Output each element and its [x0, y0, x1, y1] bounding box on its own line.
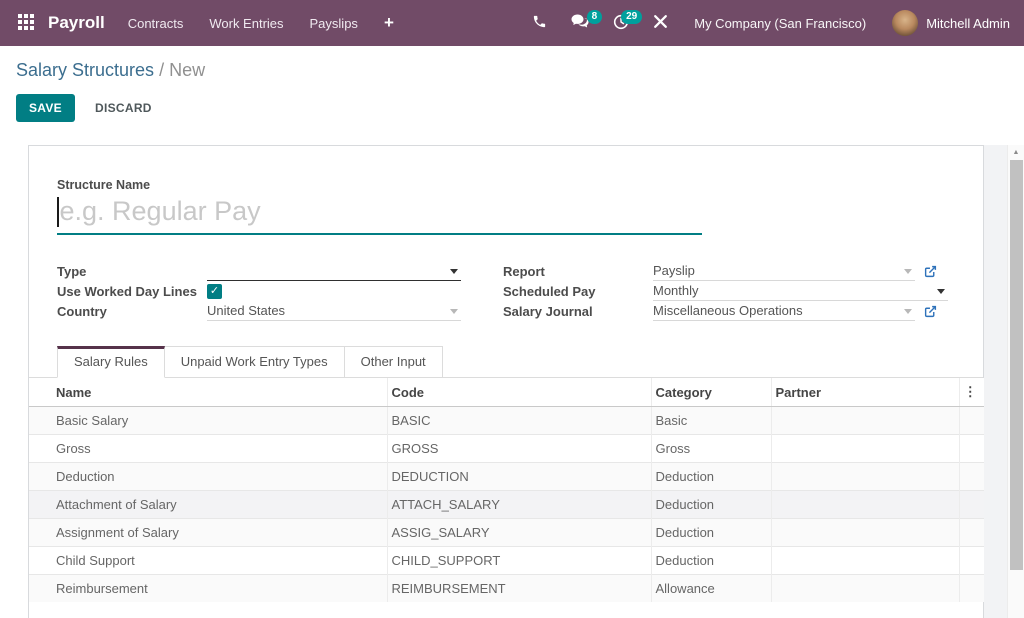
- vertical-scrollbar[interactable]: ▲: [1007, 145, 1024, 618]
- company-switcher[interactable]: My Company (San Francisco): [694, 15, 867, 31]
- scheduled-pay-select[interactable]: Monthly: [653, 281, 948, 301]
- type-select[interactable]: [207, 261, 461, 281]
- scheduled-pay-label: Scheduled Pay: [503, 283, 596, 299]
- column-header-partner[interactable]: Partner: [771, 378, 960, 407]
- salary-journal-field[interactable]: Miscellaneous Operations: [653, 301, 915, 321]
- plus-icon[interactable]: +: [383, 13, 394, 32]
- check-icon: ✓: [209, 284, 220, 297]
- save-button[interactable]: SAVE: [16, 94, 75, 122]
- chevron-down-icon: [904, 269, 912, 274]
- breadcrumb-parent-link[interactable]: Salary Structures: [16, 60, 155, 80]
- notebook-tabs: Salary Rules Unpaid Work Entry Types Oth…: [29, 345, 983, 378]
- report-label: Report: [503, 263, 545, 279]
- optional-columns-icon[interactable]: ⋮: [963, 384, 977, 399]
- use-worked-day-lines-checkbox[interactable]: ✓: [207, 283, 222, 299]
- tab-unpaid-work-entry-types[interactable]: Unpaid Work Entry Types: [164, 346, 345, 378]
- structure-name-input[interactable]: e.g. Regular Pay: [57, 194, 702, 235]
- table-row[interactable]: Deduction DEDUCTION Deduction: [29, 462, 985, 491]
- table-header-row: Name Code Category Partner ⋮: [29, 378, 985, 407]
- country-field[interactable]: United States: [207, 301, 461, 321]
- breadcrumb-separator: /: [159, 60, 165, 80]
- phone-icon: [532, 14, 547, 32]
- discard-button[interactable]: DISCARD: [95, 101, 152, 115]
- right-gutter: [984, 145, 1007, 618]
- phone-button[interactable]: [523, 8, 556, 38]
- menu-work-entries[interactable]: Work Entries: [209, 15, 284, 31]
- top-navbar: Payroll Contracts Work Entries Payslips …: [0, 0, 1024, 46]
- chevron-down-icon: [450, 269, 458, 274]
- salary-rules-table: Name Code Category Partner ⋮ Basic Salar…: [29, 378, 985, 602]
- column-header-name[interactable]: Name: [29, 378, 388, 407]
- table-row[interactable]: Basic Salary BASIC Basic: [29, 406, 985, 435]
- control-panel: Salary Structures / New SAVE DISCARD: [0, 46, 1024, 132]
- table-row[interactable]: Child Support CHILD_SUPPORT Deduction: [29, 546, 985, 575]
- country-label: Country: [57, 303, 107, 319]
- chat-bubbles-icon: [571, 14, 589, 32]
- messages-button[interactable]: 8: [562, 8, 603, 38]
- tools-button[interactable]: [644, 8, 677, 38]
- table-row[interactable]: Reimbursement REIMBURSEMENT Allowance: [29, 574, 985, 602]
- form-sheet: Structure Name e.g. Regular Pay Type Use…: [28, 145, 985, 618]
- user-menu[interactable]: Mitchell Admin: [892, 10, 1010, 36]
- user-name: Mitchell Admin: [926, 15, 1010, 31]
- chevron-down-icon: [904, 309, 912, 314]
- messages-badge: 8: [586, 10, 603, 24]
- main-menu: Contracts Work Entries Payslips +: [115, 0, 407, 46]
- text-cursor: [57, 196, 59, 227]
- crossed-tools-icon: [653, 14, 668, 32]
- type-label: Type: [57, 263, 87, 279]
- table-row[interactable]: Attachment of Salary ATTACH_SALARY Deduc…: [29, 490, 985, 519]
- column-header-code[interactable]: Code: [387, 378, 652, 407]
- tab-salary-rules[interactable]: Salary Rules: [57, 346, 165, 378]
- scrollbar-thumb[interactable]: [1010, 160, 1023, 570]
- menu-payslips[interactable]: Payslips: [309, 15, 358, 31]
- breadcrumb-current: New: [169, 60, 206, 80]
- activities-button[interactable]: 29: [604, 8, 643, 39]
- report-field[interactable]: Payslip: [653, 261, 915, 281]
- chevron-down-icon: [450, 309, 458, 314]
- salary-journal-external-link-icon[interactable]: [924, 305, 937, 318]
- structure-name-label: Structure Name: [57, 178, 151, 192]
- report-external-link-icon[interactable]: [924, 265, 937, 278]
- salary-journal-label: Salary Journal: [503, 303, 593, 319]
- activities-badge: 29: [621, 9, 643, 24]
- scroll-up-arrow-icon[interactable]: ▲: [1012, 149, 1020, 156]
- avatar: [892, 10, 919, 36]
- structure-name-placeholder: e.g. Regular Pay: [59, 196, 261, 226]
- menu-contracts[interactable]: Contracts: [127, 15, 184, 31]
- use-worked-day-lines-label: Use Worked Day Lines: [57, 283, 197, 299]
- form-view: Structure Name e.g. Regular Pay Type Use…: [0, 145, 1024, 618]
- app-brand[interactable]: Payroll: [48, 13, 105, 32]
- apps-grid-icon: [18, 13, 34, 33]
- tab-other-input[interactable]: Other Input: [344, 346, 443, 378]
- column-header-category[interactable]: Category: [651, 378, 772, 407]
- breadcrumb: Salary Structures / New: [16, 60, 1008, 81]
- table-row[interactable]: Assignment of Salary ASSIG_SALARY Deduct…: [29, 518, 985, 547]
- chevron-down-icon: [937, 289, 945, 294]
- table-row[interactable]: Gross GROSS Gross: [29, 434, 985, 463]
- apps-menu-button[interactable]: [10, 8, 42, 39]
